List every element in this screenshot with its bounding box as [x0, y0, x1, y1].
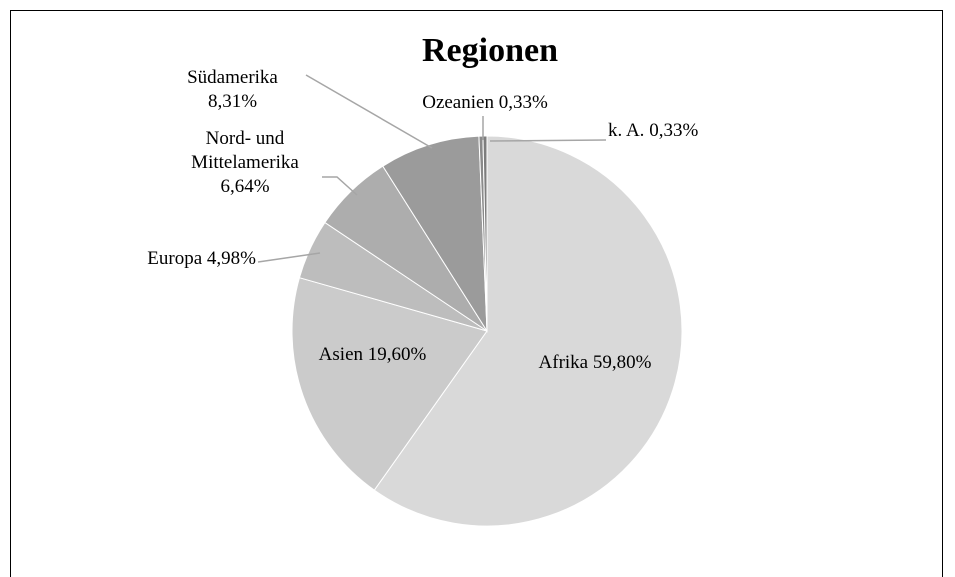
data-label: Nord- und Mittelamerika 6,64%	[170, 127, 320, 199]
label-value: 4,98%	[206, 248, 256, 269]
leader-line	[305, 74, 433, 149]
pie-slice	[382, 135, 488, 333]
pie-slice	[373, 135, 683, 527]
label-value: 0,33%	[649, 120, 699, 141]
label-category: Afrika	[538, 352, 589, 373]
label-category: Südamerika	[187, 67, 278, 88]
data-label: Asien 19,60%	[290, 343, 455, 367]
label-value: 59,80%	[592, 352, 652, 373]
data-label: Afrika 59,80%	[510, 351, 680, 375]
data-label: Ozeanien 0,33%	[390, 91, 580, 115]
leader-line	[322, 176, 358, 196]
data-label: k. A. 0,33%	[608, 119, 758, 143]
data-label: Südamerika 8,31%	[175, 66, 290, 114]
label-category: Nord- und Mittelamerika	[191, 128, 299, 173]
label-value: 0,33%	[498, 92, 548, 113]
leader-line	[489, 139, 607, 142]
label-value: 19,60%	[367, 344, 427, 365]
label-category: Europa	[147, 248, 203, 269]
label-category: k. A.	[608, 120, 645, 141]
label-category: Ozeanien	[422, 92, 494, 113]
chart-title: Regionen	[422, 32, 558, 69]
leader-line	[257, 252, 321, 263]
data-label: Europa 4,98%	[100, 247, 256, 271]
label-category: Asien	[318, 344, 363, 365]
label-value: 8,31%	[207, 91, 258, 112]
label-value: 6,64%	[220, 176, 270, 197]
pie-slice	[291, 277, 488, 491]
